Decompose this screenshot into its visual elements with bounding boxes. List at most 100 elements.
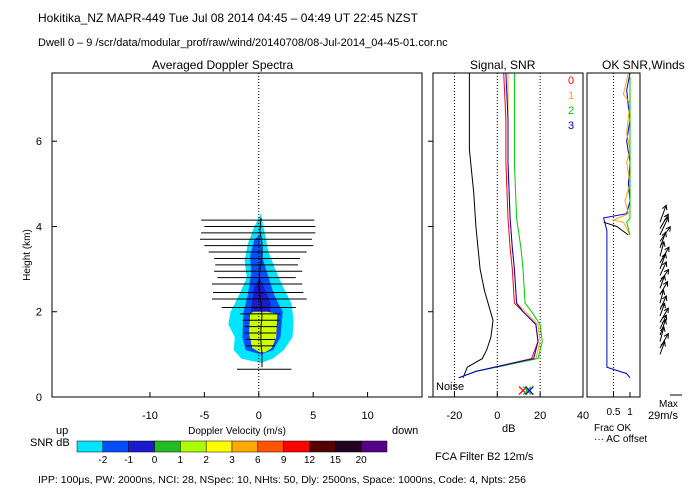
wind-arrowhead	[659, 289, 666, 296]
colorbar-swatch	[309, 440, 336, 453]
spectra-x-axis-label: Doppler Velocity (m/s)	[188, 426, 286, 437]
ok-x-tick-label: 1	[627, 407, 633, 418]
colorbar-swatch	[154, 440, 181, 453]
footer-params: IPP: 100μs, PW: 2000ns, NCI: 28, NSpec: …	[38, 474, 526, 486]
ok-x-tick-label: 0.5	[607, 407, 621, 418]
noise-marker	[518, 386, 528, 396]
up-label: up	[56, 425, 69, 437]
signal-x-tick-label: 0	[494, 410, 500, 422]
colorbar-swatch	[102, 440, 129, 453]
wind-arrowhead	[661, 260, 668, 267]
wind-arrow	[659, 214, 669, 229]
colorbar-swatch	[335, 440, 362, 453]
spectra-x-tick-label: 0	[256, 410, 262, 422]
wind-arrow	[659, 261, 667, 276]
colorbar-swatch	[360, 440, 388, 453]
spectra-x-tick-label: 5	[310, 410, 316, 422]
wind-arrowhead	[663, 307, 669, 314]
plot-title: Hokitika_NZ MAPR-449 Tue Jul 08 2014 04:…	[38, 11, 418, 25]
colorbar-tick-label: 15	[330, 455, 342, 466]
wind-arrowhead	[661, 314, 668, 321]
frac-ok-series-0	[602, 72, 631, 379]
wind-arrowhead	[660, 302, 666, 309]
signal-series-1	[458, 73, 541, 379]
wind-arrow	[659, 275, 666, 289]
wind-arrowhead	[663, 332, 669, 339]
wind-arrow	[659, 333, 669, 349]
signal-x-tick-label: 20	[534, 410, 546, 422]
frac-ok-series-3	[603, 221, 629, 236]
colorbar-tick-label: 6	[255, 455, 261, 466]
wind-arrow	[659, 326, 665, 342]
colorbar-tick-label: 2	[203, 455, 209, 466]
wind-arrowhead	[663, 268, 670, 275]
signal-title: Signal, SNR	[470, 58, 536, 72]
wind-arrowhead	[664, 246, 670, 253]
signal-x-tick-label: -20	[446, 410, 462, 422]
noise-marker	[522, 386, 532, 396]
colorbar-tick-label: 20	[356, 455, 368, 466]
colorbar-tick-label: 3	[229, 455, 235, 466]
colorbar-swatch	[231, 440, 259, 453]
wind-arrowhead	[661, 295, 668, 302]
spectra-y-axis-label: Height (km)	[22, 229, 33, 281]
wind-arrow	[659, 253, 667, 270]
spectra-frame	[51, 72, 423, 398]
wind-arrowhead	[663, 216, 670, 223]
wind-arrow	[659, 295, 667, 310]
signal-series-Signal	[462, 73, 494, 378]
colorbar-tick-label: 12	[304, 455, 316, 466]
spectra-y-tick-label: 4	[36, 221, 42, 233]
db-label: dB	[502, 423, 516, 435]
wind-arrowhead	[661, 231, 667, 238]
colorbar-swatch	[76, 440, 104, 453]
spectra-x-tick-label: 10	[361, 410, 373, 422]
wind-arrowhead	[661, 318, 667, 325]
colorbar-tick-label: 1	[178, 455, 184, 466]
max-speed-label: 29m/s	[648, 410, 678, 422]
ac-offset-label: ··· AC offset	[594, 434, 648, 445]
peak-velocity-line	[258, 217, 263, 368]
wind-arrowhead	[662, 204, 668, 211]
wind-arrow	[659, 319, 667, 336]
colorbar-tick-label: 9	[281, 455, 287, 466]
wind-arrow	[659, 290, 664, 304]
frac-ok-label: Frac OK	[594, 423, 632, 434]
snr-legend-1: 1	[568, 90, 574, 102]
ok-title: OK SNR,Winds	[602, 58, 685, 72]
colorbar-tick-label: -1	[124, 455, 133, 466]
frac-ok-series-2	[626, 77, 631, 236]
fca-filter-label: FCA Filter B2 12m/s	[435, 451, 534, 463]
down-label: down	[392, 425, 419, 437]
wind-arrow	[659, 217, 669, 236]
wind-arrowhead	[665, 225, 671, 232]
colorbar-tick-label: -2	[98, 455, 107, 466]
signal-series-0	[458, 72, 539, 379]
wind-arrowhead	[660, 240, 666, 247]
colorbar-label: SNR dB	[30, 437, 70, 449]
colorbar-swatch	[257, 440, 284, 453]
wind-arrowhead	[660, 340, 666, 347]
max-label: Max	[659, 399, 678, 410]
colorbar-swatch	[283, 440, 310, 453]
spectra-y-tick-label: 2	[36, 307, 42, 319]
snr-legend-3: 3	[568, 120, 574, 132]
snr-legend-0: 0	[568, 75, 574, 87]
colorbar-swatch	[128, 440, 155, 453]
colorbar-swatch	[205, 440, 233, 453]
wind-arrowhead	[660, 274, 666, 281]
wind-arrow	[659, 341, 666, 355]
wind-arrow	[659, 205, 667, 223]
wind-arrow	[659, 307, 669, 323]
spectra-contour-3	[249, 311, 278, 353]
wind-arrowhead	[660, 326, 666, 333]
signal-frame	[432, 72, 584, 398]
wind-arrow	[659, 303, 666, 317]
spectra-x-tick-label: -5	[199, 410, 209, 422]
wind-arrow	[659, 241, 665, 257]
frac-ok-series-1	[611, 72, 631, 236]
spectra-title: Averaged Doppler Spectra	[152, 58, 294, 72]
wind-arrowhead	[662, 280, 669, 287]
noise-label: Noise	[436, 381, 465, 393]
